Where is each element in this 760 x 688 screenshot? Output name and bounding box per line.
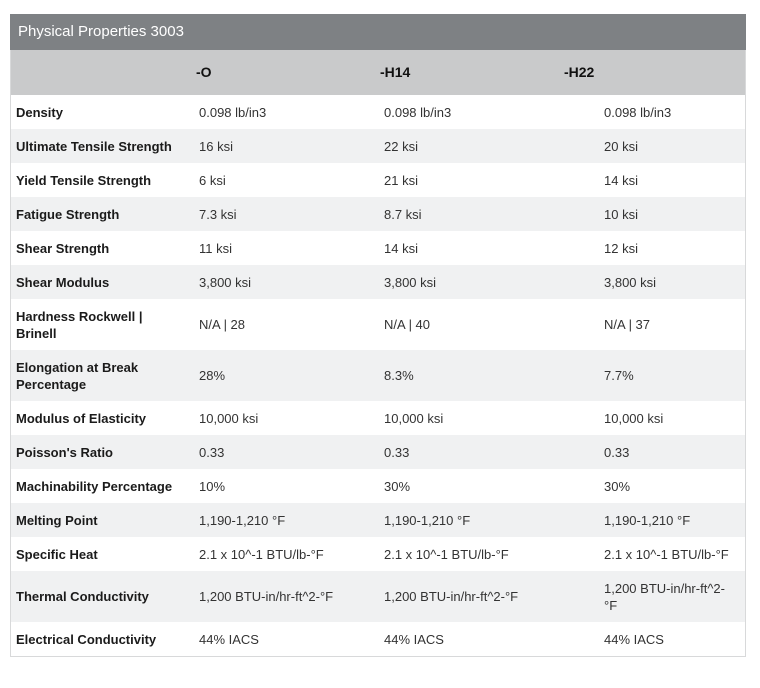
physical-properties-panel: Physical Properties 3003 -O -H14 -H22 Dens… [10, 14, 746, 657]
value-cell: 1,200 BTU-in/hr-ft^2-°F [384, 589, 519, 604]
properties-table: Density 0.098 lb/in3 0.098 lb/in3 0.098 lb/… [11, 95, 745, 656]
table-row: Fatigue Strength 7.3 ksi 8.7 ksi 10 ksi [11, 197, 745, 231]
value-cell: 0.33 [384, 444, 410, 460]
value-cell: 8.3% [384, 368, 414, 383]
value-cell: N/A | 28 [199, 317, 246, 332]
table-row: Yield Tensile Strength 6 ksi 21 ksi 14 ksi [11, 163, 745, 197]
column-header-h14: -H14 [378, 50, 562, 95]
value-cell: 1,190-1,210 °F [604, 512, 691, 528]
row-label: Elongation at Break Percentage [16, 359, 139, 392]
table-row: Specific Heat 2.1 x 10^-1 BTU/lb-°F 2.1 x … [11, 537, 745, 571]
table-row: Density 0.098 lb/in3 0.098 lb/in3 0.098 lb/… [11, 95, 745, 129]
value-cell: 2.1 x 10^-1 BTU/lb-°F [199, 546, 324, 562]
table-row: Shear Modulus 3,800 ksi 3,800 ksi 3,800 ksi [11, 265, 745, 299]
value-cell: 7.3 ksi [199, 206, 237, 222]
value-cell: 10% [199, 478, 226, 494]
row-label: Hardness Rockwell | Brinell [16, 308, 143, 341]
table-row: Shear Strength 11 ksi 14 ksi 12 ksi [11, 231, 745, 265]
value-cell: 1,190-1,210 °F [384, 512, 471, 528]
table-header-row: -O -H14 -H22 [11, 50, 745, 95]
row-label: Fatigue Strength [16, 206, 120, 222]
value-cell: 7.7% [604, 368, 634, 383]
table-row: Electrical Conductivity 44% IACS 44% IACS 4… [11, 622, 745, 656]
value-cell: 14 ksi [384, 240, 418, 256]
value-cell: 0.098 lb/in3 [384, 104, 452, 120]
properties-table-header: -O -H14 -H22 [11, 50, 745, 95]
table-row: Ultimate Tensile Strength 16 ksi 22 ksi 20 … [11, 129, 745, 163]
value-cell: 1,190-1,210 °F [199, 512, 286, 528]
value-cell: 44% IACS [604, 631, 664, 647]
value-cell: N/A | 37 [604, 317, 651, 332]
value-cell: 8.7 ksi [384, 206, 422, 222]
row-label: Shear Modulus [16, 274, 110, 290]
row-label: Yield Tensile Strength [16, 172, 152, 188]
value-cell: 3,800 ksi [604, 274, 657, 290]
table-row: Hardness Rockwell | Brinell N/A | 28 N/A |… [11, 299, 745, 350]
value-cell: 10,000 ksi [199, 410, 259, 426]
row-label: Electrical Conductivity [16, 631, 157, 647]
row-label: Thermal Conductivity [16, 589, 149, 604]
value-cell: 21 ksi [384, 172, 418, 188]
row-label: Density [16, 104, 63, 120]
value-cell: 0.33 [199, 444, 225, 460]
value-cell: 2.1 x 10^-1 BTU/lb-°F [384, 546, 509, 562]
table-row: Modulus of Elasticity 10,000 ksi 10,000 ks… [11, 401, 745, 435]
value-cell: 3,800 ksi [384, 274, 437, 290]
column-header-h22: -H22 [562, 50, 745, 95]
value-cell: 22 ksi [384, 138, 418, 154]
value-cell: 0.33 [604, 444, 630, 460]
value-cell: N/A | 40 [384, 317, 431, 332]
value-cell: 6 ksi [199, 172, 226, 188]
value-cell: 10 ksi [604, 206, 638, 222]
value-cell: 10,000 ksi [384, 410, 444, 426]
table-row: Melting Point 1,190-1,210 °F 1,190-1,210 °… [11, 503, 745, 537]
value-cell: 1,200 BTU-in/hr-ft^2-°F [199, 589, 334, 604]
table-row: Poisson's Ratio 0.33 0.33 0.33 [11, 435, 745, 469]
row-label: Poisson's Ratio [16, 444, 113, 460]
value-cell: 28% [199, 368, 226, 383]
value-cell: 44% IACS [384, 631, 444, 647]
column-header-o: -O [194, 50, 378, 95]
value-cell: 0.098 lb/in3 [604, 104, 672, 120]
table-row: Elongation at Break Percentage 28% 8.3% 7.7… [11, 350, 745, 401]
value-cell: 1,200 BTU-in/hr-ft^2-°F [604, 580, 725, 613]
value-cell: 44% IACS [199, 631, 259, 647]
panel-title: Physical Properties 3003 [10, 14, 746, 50]
column-header-property [11, 50, 194, 95]
row-label: Specific Heat [16, 546, 98, 562]
value-cell: 20 ksi [604, 138, 638, 154]
value-cell: 16 ksi [199, 138, 233, 154]
row-label: Melting Point [16, 512, 98, 528]
row-label: Shear Strength [16, 240, 110, 256]
table-row: Machinability Percentage 10% 30% 30% [11, 469, 745, 503]
value-cell: 2.1 x 10^-1 BTU/lb-°F [604, 546, 729, 562]
value-cell: 14 ksi [604, 172, 638, 188]
value-cell: 11 ksi [199, 240, 232, 256]
value-cell: 12 ksi [604, 240, 638, 256]
value-cell: 0.098 lb/in3 [199, 104, 267, 120]
value-cell: 30% [384, 478, 411, 494]
row-label: Ultimate Tensile Strength [16, 138, 172, 154]
value-cell: 30% [604, 478, 631, 494]
table-body: Density 0.098 lb/in3 0.098 lb/in3 0.098 lb/… [11, 95, 745, 656]
row-label: Machinability Percentage [16, 478, 173, 494]
table-row: Thermal Conductivity 1,200 BTU-in/hr-ft^2… [11, 571, 745, 622]
value-cell: 10,000 ksi [604, 410, 664, 426]
row-label: Modulus of Elasticity [16, 410, 147, 426]
value-cell: 3,800 ksi [199, 274, 252, 290]
